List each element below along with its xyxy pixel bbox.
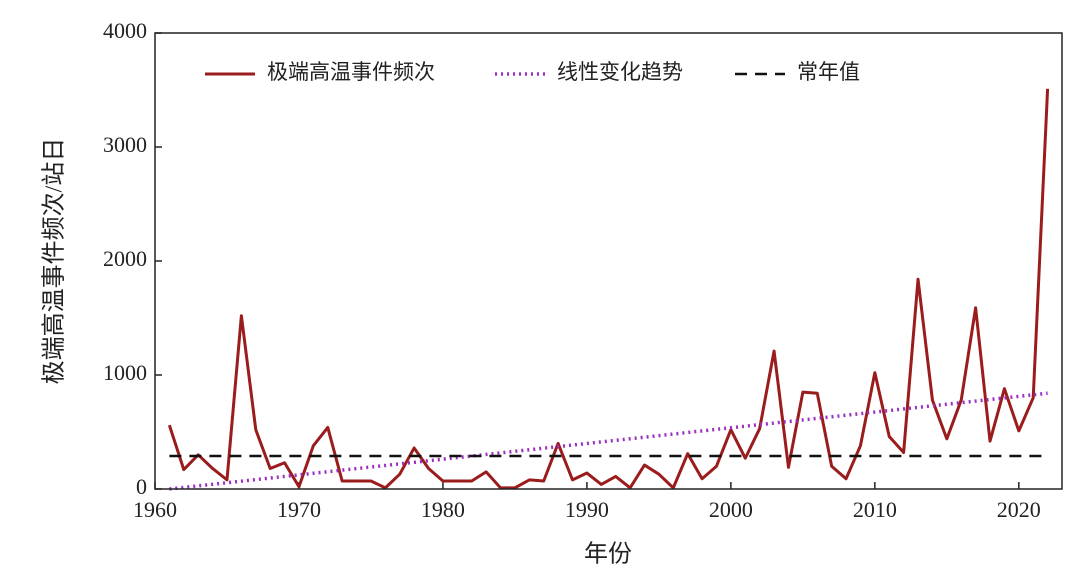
legend-label: 常年值 bbox=[797, 60, 860, 84]
y-tick-label: 4000 bbox=[103, 18, 147, 43]
x-tick-label: 2000 bbox=[709, 497, 753, 522]
x-tick-label: 1990 bbox=[565, 497, 609, 522]
y-axis-label: 极端高温事件频次/站日 bbox=[41, 138, 68, 385]
y-tick-label: 1000 bbox=[103, 360, 147, 385]
x-tick-label: 1970 bbox=[277, 497, 321, 522]
plot-frame bbox=[154, 32, 1063, 490]
series-line bbox=[167, 88, 1050, 490]
x-tick-label: 1960 bbox=[133, 497, 177, 522]
y-tick-label: 2000 bbox=[103, 246, 147, 271]
legend-label: 线性变化趋势 bbox=[557, 60, 683, 84]
y-tick-label: 3000 bbox=[103, 132, 147, 157]
x-tick-label: 2010 bbox=[853, 497, 897, 522]
series-line bbox=[169, 391, 1048, 491]
x-tick-label: 1980 bbox=[421, 497, 465, 522]
legend-label: 极端高温事件频次 bbox=[267, 60, 435, 84]
y-tick-label: 0 bbox=[136, 474, 147, 499]
x-tick-label: 2020 bbox=[997, 497, 1041, 522]
x-axis-label: 年份 bbox=[584, 541, 632, 568]
